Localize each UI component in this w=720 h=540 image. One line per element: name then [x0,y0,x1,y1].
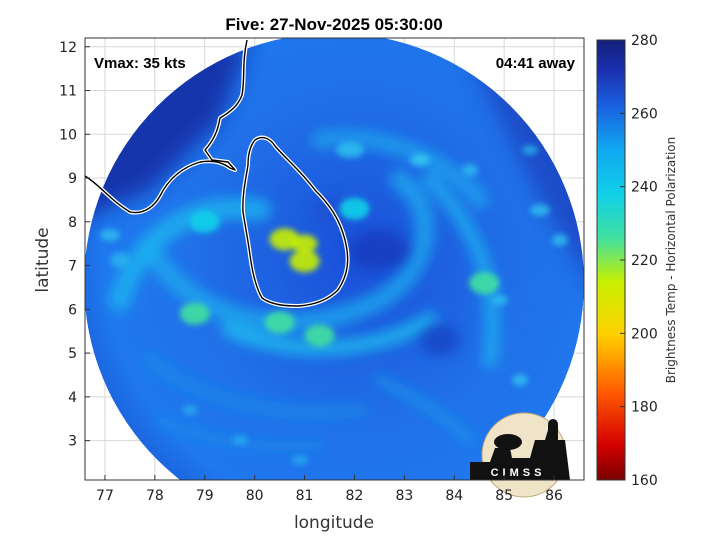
y-tick-label: 3 [68,434,77,450]
y-tick-label: 9 [68,171,77,187]
cimss-logo: CIMSS [470,412,570,498]
axes-frame [84,37,585,481]
x-tick-label: 79 [196,488,214,504]
y-axis-label: latitude [33,227,53,292]
x-tick-label: 78 [146,488,164,504]
colorbar-label: Brightness Temp - Horizontal Polarizatio… [664,137,678,384]
x-axis: 77 78 79 80 81 82 83 84 85 86 [96,475,563,504]
y-tick-label: 10 [59,127,77,143]
colorbar-tick-label: 280 [631,33,658,49]
colorbar-ticks: 160 180 200 220 240 260 280 [620,33,658,489]
cimss-logo-text: CIMSS [491,467,546,479]
convective-features [179,197,500,347]
x-axis-label: longitude [294,513,374,533]
feature-cell [289,250,320,273]
x-tick-label: 77 [96,488,114,504]
x-tick-label: 86 [545,488,563,504]
x-tick-label: 82 [346,488,364,504]
coastline-line [85,39,349,307]
colorbar-tick-label: 160 [631,473,658,489]
colorbar-tick-label: 240 [631,180,658,196]
y-tick-label: 12 [59,40,77,56]
y-tick-label: 8 [68,215,77,231]
y-axis: 3 4 5 6 7 8 9 10 11 12 [59,40,90,450]
x-tick-label: 80 [246,488,264,504]
y-tick-label: 7 [68,259,77,275]
colorbar-tick-label: 180 [631,400,658,416]
vmax-label: Vmax: 35 kts [94,55,186,72]
feature-cell [339,197,370,220]
y-tick-label: 6 [68,302,77,318]
colorbar-tick-label: 260 [631,106,658,122]
x-tick-label: 85 [495,488,513,504]
colorbar-tick-label: 220 [631,253,658,269]
y-tick-label: 4 [68,390,77,406]
feature-cell [469,272,500,295]
feature-cell [179,302,210,325]
y-tick-label: 11 [59,84,77,100]
y-tick-label: 5 [68,346,77,362]
time-away-label: 04:41 away [496,55,576,72]
x-tick-label: 81 [296,488,314,504]
chart-title: Five: 27-Nov-2025 05:30:00 [225,15,442,34]
colorbar-tick-label: 200 [631,326,658,342]
feature-cell [269,228,300,251]
x-tick-label: 84 [445,488,463,504]
feature-cell [264,311,295,334]
x-tick-label: 83 [395,488,413,504]
feature-cell [189,210,220,233]
feature-cell [304,324,335,347]
